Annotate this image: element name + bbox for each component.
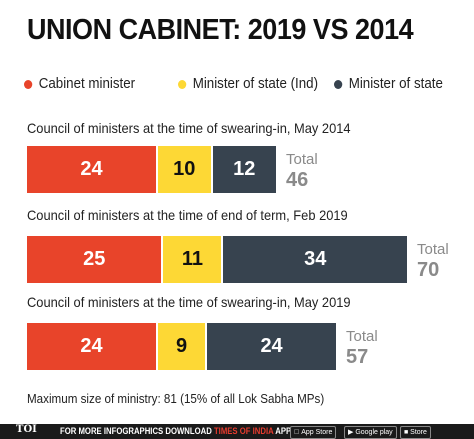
legend-swatch — [24, 79, 33, 89]
bar-segment: 24 — [27, 323, 158, 370]
bar-segment: 9 — [157, 323, 208, 370]
bar-value-label: 9 — [175, 335, 188, 357]
group-label: Council of ministers at the time of end … — [27, 207, 348, 223]
windows-store-badge[interactable]: ■ Store — [400, 426, 431, 439]
legend-item-1: Cabinet minister — [24, 76, 135, 92]
legend-item-3: Minister of state — [334, 76, 443, 92]
footnote: Maximum size of ministry: 81 (15% of all… — [27, 392, 325, 406]
bar-value-label: 24 — [260, 335, 283, 357]
bar-value-label: 24 — [80, 335, 103, 357]
toi-logo: TOI — [16, 424, 37, 435]
group-label: Council of ministers at the time of swea… — [27, 294, 351, 310]
footer-promo-brand: TIMES OF INDIA — [213, 426, 274, 436]
total-value: 57 — [346, 346, 369, 368]
chart-title: UNION CABINET: 2019 VS 2014 — [27, 14, 414, 46]
bar-value-label: 12 — [233, 158, 256, 180]
bar-value-label: 24 — [80, 158, 103, 180]
bar-value-label: 10 — [173, 158, 196, 180]
bar-value-label: 25 — [83, 248, 106, 270]
google-play-badge[interactable]: ▶ Google play — [344, 426, 397, 439]
bar-segment: 24 — [207, 323, 339, 370]
group-label: Council of ministers at the time of swea… — [27, 120, 351, 136]
legend-swatch — [334, 79, 343, 89]
footer-banner: TOI FOR MORE INFOGRAPHICS DOWNLOAD TIMES… — [0, 424, 474, 439]
legend-swatch — [178, 79, 187, 89]
total-label: Total — [417, 241, 449, 258]
legend-label: Cabinet minister — [38, 76, 136, 92]
legend-label: Minister of state (Ind) — [192, 76, 319, 92]
bar-segment: 12 — [212, 146, 279, 193]
bar-segment: 24 — [27, 146, 158, 193]
bar-segment: 25 — [27, 236, 164, 283]
footer-promo-prefix: FOR MORE INFOGRAPHICS DOWNLOAD — [60, 426, 214, 436]
total-label: Total — [286, 151, 318, 168]
legend-label: Minister of state — [348, 76, 443, 92]
total-value: 70 — [417, 259, 440, 281]
app-store-badge[interactable]:  App Store — [290, 426, 337, 439]
total-value: 46 — [286, 169, 309, 191]
bar-segment: 11 — [163, 236, 224, 283]
windows-store-label: ■ Store — [404, 429, 427, 436]
legend-item-2: Minister of state (Ind) — [178, 76, 318, 92]
bar-segment: 10 — [157, 146, 213, 193]
footer-promo-text: FOR MORE INFOGRAPHICS DOWNLOAD TIMES OF … — [60, 426, 291, 436]
bar-value-label: 34 — [304, 248, 327, 270]
google-play-label: Google play — [355, 429, 393, 436]
bar-segment: 34 — [223, 236, 409, 283]
app-store-label: App Store — [294, 429, 332, 436]
bar-value-label: 11 — [181, 248, 203, 270]
footer-promo-suffix: APP — [273, 426, 292, 436]
total-label: Total — [346, 328, 378, 345]
